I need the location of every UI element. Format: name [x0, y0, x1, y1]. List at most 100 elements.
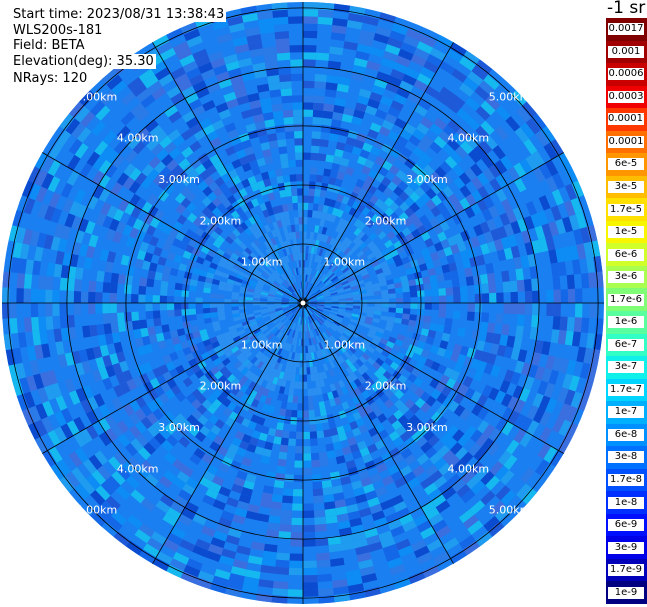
field-cell [217, 338, 227, 346]
field-cell [392, 453, 405, 465]
field-cell [343, 247, 351, 256]
field-cell [270, 368, 278, 377]
field-cell [306, 367, 311, 375]
field-cell [545, 355, 556, 370]
field-cell [471, 403, 483, 417]
field-cell [529, 327, 539, 340]
field-cell [283, 240, 289, 249]
field-cell [277, 234, 284, 243]
field-cell [60, 225, 72, 240]
field-cell [247, 316, 256, 321]
field-cell [303, 510, 315, 518]
field-cell [244, 273, 252, 280]
field-cell [96, 324, 105, 336]
field-cell [447, 236, 457, 247]
field-cell [218, 517, 233, 528]
field-cell [540, 126, 556, 143]
field-cell [410, 303, 418, 309]
field-cell [159, 427, 172, 440]
field-cell [225, 282, 234, 289]
field-cell [152, 173, 165, 186]
field-cell [271, 327, 278, 334]
field-cell [16, 393, 29, 411]
field-cell [369, 122, 382, 133]
field-cell [473, 224, 484, 237]
field-cell [46, 262, 56, 277]
field-cell [276, 311, 284, 316]
field-cell [307, 210, 313, 218]
field-cell [291, 268, 296, 276]
field-cell [324, 501, 336, 510]
field-cell [366, 291, 375, 297]
field-cell [551, 189, 564, 206]
field-cell [520, 416, 533, 432]
field-cell [267, 239, 274, 248]
field-cell [402, 308, 411, 315]
field-cell [553, 289, 561, 303]
field-cell [316, 297, 324, 300]
field-cell [398, 384, 409, 395]
field-cell [403, 35, 420, 48]
field-cell [380, 315, 388, 321]
field-cell [338, 304, 346, 308]
field-cell [156, 148, 169, 162]
field-cell [413, 419, 425, 431]
field-cell [330, 254, 337, 263]
field-cell [348, 389, 357, 399]
field-cell [200, 334, 210, 342]
field-cell [553, 303, 561, 317]
field-cell [206, 82, 221, 94]
field-cell [433, 457, 447, 471]
field-cell [470, 163, 483, 177]
field-cell [297, 410, 303, 418]
field-cell [490, 500, 506, 516]
field-cell [282, 109, 294, 118]
field-cell [462, 258, 472, 269]
field-cell [303, 396, 309, 404]
field-cell [405, 67, 421, 80]
field-cell [443, 325, 452, 335]
field-cell [282, 342, 288, 350]
field-cell [256, 220, 264, 229]
field-cell [303, 260, 306, 268]
field-cell [367, 299, 375, 303]
field-cell [384, 44, 401, 56]
field-cell [318, 342, 324, 350]
field-cell [298, 338, 302, 346]
field-cell [208, 50, 224, 63]
field-cell [298, 260, 302, 268]
field-cell [264, 373, 271, 382]
field-cell [186, 414, 198, 426]
field-cell [361, 245, 370, 254]
field-cell [338, 242, 346, 251]
field-cell [127, 456, 141, 471]
field-cell [387, 557, 404, 569]
field-cell [36, 232, 47, 248]
field-cell [318, 248, 324, 257]
field-cell [343, 269, 352, 276]
colorbar-tick-label: 0.00017 [608, 113, 644, 126]
field-cell [75, 203, 87, 219]
field-cell [91, 120, 106, 137]
field-cell [367, 497, 380, 508]
field-cell [102, 313, 111, 324]
field-cell [409, 285, 417, 292]
field-cell [267, 74, 280, 84]
field-cell [430, 281, 439, 290]
field-cell [464, 387, 476, 400]
field-cell [303, 245, 306, 253]
field-cell [334, 248, 341, 257]
field-cell [194, 227, 205, 237]
field-cell [254, 120, 266, 130]
field-cell [316, 295, 324, 299]
field-cell [261, 403, 270, 413]
field-cell [46, 369, 58, 385]
field-cell [243, 146, 255, 156]
field-cell [335, 224, 342, 233]
field-cell [102, 354, 113, 368]
colorbar-cell: 1e-5 [606, 220, 647, 244]
field-cell [264, 281, 272, 287]
field-cell [254, 330, 263, 337]
field-cell [110, 322, 119, 334]
field-cell [119, 381, 131, 395]
